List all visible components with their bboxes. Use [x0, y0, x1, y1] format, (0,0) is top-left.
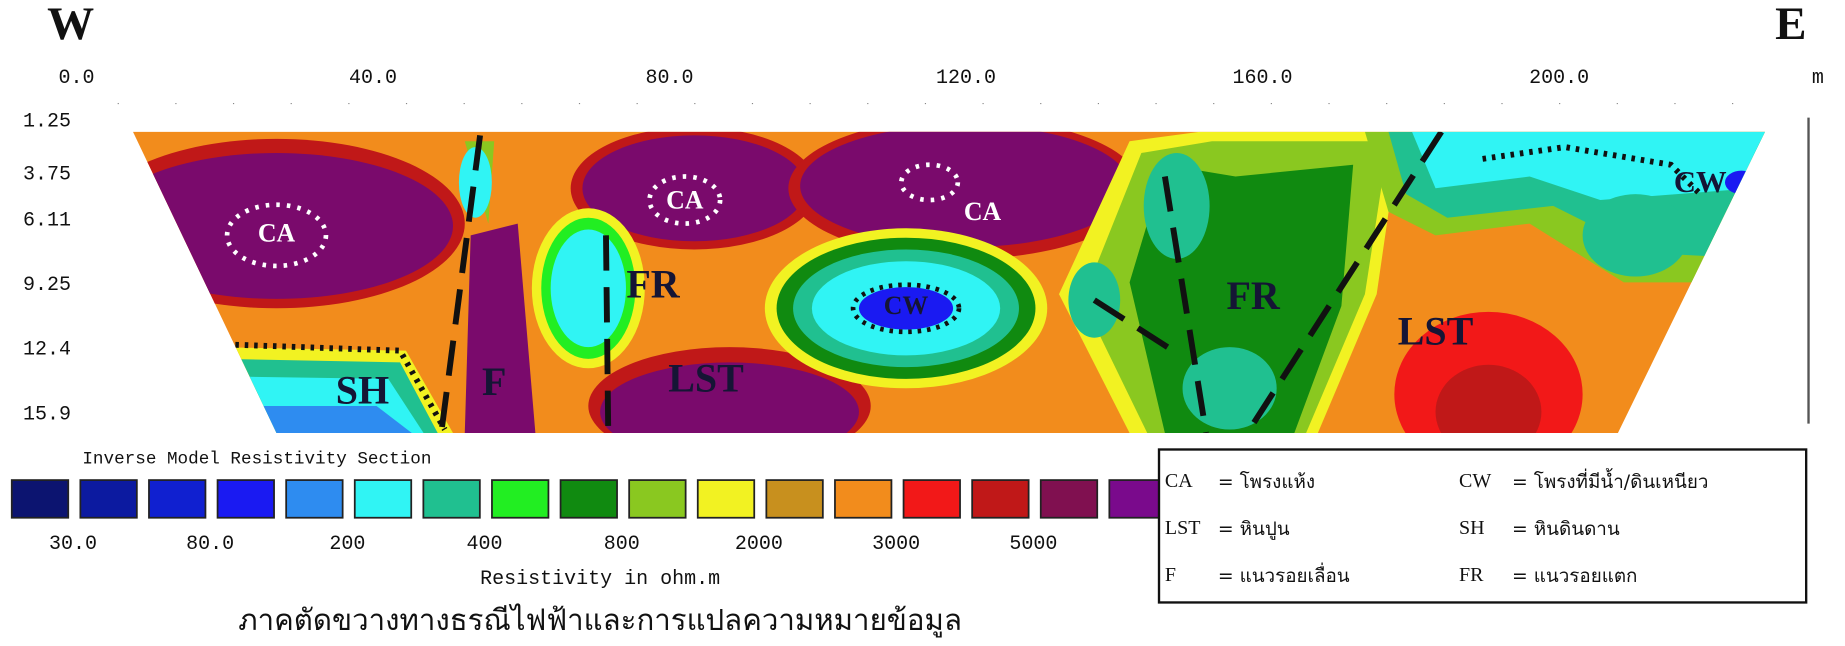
scale-label: 30.0 [49, 533, 97, 556]
scale-label: 2000 [735, 533, 783, 556]
section-label: FR [626, 261, 680, 306]
section-label: CW [884, 291, 929, 320]
legend-key: CA [1165, 470, 1193, 492]
x-tick-label: 160.0 [1233, 67, 1293, 90]
legend-desc: = แนวรอยเลื่อน [1218, 562, 1350, 587]
scale-label: 800 [604, 533, 640, 556]
color-swatch [216, 479, 275, 519]
section-label: LST [1398, 309, 1474, 354]
color-swatch [834, 479, 893, 519]
x-tick-label: 80.0 [646, 67, 694, 90]
color-swatch [1108, 479, 1167, 519]
color-swatch [765, 479, 824, 519]
west-label: W [47, 0, 94, 50]
legend-key: SH [1459, 517, 1485, 539]
color-swatch [971, 479, 1030, 519]
east-label: E [1775, 0, 1806, 50]
section-label: F [482, 359, 506, 404]
depth-tick-label: 3.75 [23, 163, 71, 186]
x-unit: m [1812, 67, 1824, 90]
section-label: CA [964, 197, 1002, 226]
color-swatch [353, 479, 413, 519]
scale-label: 80.0 [186, 533, 234, 556]
legend-desc: = แนวรอยแตก [1512, 566, 1637, 587]
legend-desc: = หินปูน [1218, 519, 1290, 540]
x-tick-label: 120.0 [936, 67, 996, 90]
legend: CA = โพรงแห้ง CW = โพรงที่มีน้ำ/ดินเหนียว LS… [1165, 468, 1709, 587]
color-swatch [10, 479, 70, 519]
scale-label: 5000 [1009, 533, 1057, 556]
legend-desc: = หินดินดาน [1512, 519, 1620, 540]
depth-tick-label: 1.25 [23, 110, 71, 133]
section-label: CA [258, 218, 296, 247]
legend-key: CW [1459, 470, 1491, 492]
color-scale: 30.0 80.0 200 400 800 2000 3000 5000 [10, 479, 1167, 556]
section-label: LST [668, 356, 744, 401]
x-tick-label: 0.0 [58, 67, 94, 90]
scale-label: 400 [467, 533, 503, 556]
depth-tick-label: 12.4 [23, 339, 71, 362]
scale-label: 3000 [872, 533, 920, 556]
scale-unit: Resistivity in ohm.m [480, 568, 720, 591]
scale-title: Inverse Model Resistivity Section [82, 450, 431, 470]
color-swatch [491, 479, 550, 519]
x-tick-label: 200.0 [1529, 67, 1589, 90]
color-swatch [148, 479, 207, 519]
color-swatch [285, 479, 344, 519]
section-label: CW [1674, 165, 1727, 199]
color-swatch [696, 479, 756, 519]
color-swatch [559, 479, 618, 519]
legend-desc: = โพรงแห้ง [1218, 471, 1315, 493]
color-swatch [628, 479, 687, 519]
x-tick-label: 40.0 [349, 67, 397, 90]
legend-box [1157, 448, 1808, 604]
color-swatch [1039, 479, 1099, 519]
color-swatch [79, 479, 138, 519]
x-axis: 0.0 40.0 80.0 120.0 160.0 200.0 [58, 67, 1589, 90]
section-label: CA [666, 185, 704, 214]
resistivity-section [132, 131, 1765, 434]
legend-key: FR [1459, 564, 1484, 586]
depth-axis: 1.25 3.75 6.11 9.25 12.4 15.9 [23, 110, 71, 426]
color-swatch [902, 479, 961, 519]
depth-tick-label: 6.11 [23, 209, 71, 232]
color-swatch [422, 479, 481, 519]
legend-key: F [1165, 564, 1176, 586]
section-label: SH [336, 367, 389, 412]
legend-key: LST [1165, 517, 1201, 539]
scale-label: 200 [329, 533, 365, 556]
section-label: FR [1226, 273, 1280, 318]
depth-tick-label: 9.25 [23, 274, 71, 297]
caption: ภาคตัดขวางทางธรณีไฟฟ้าและการแปลความหมายข… [238, 603, 962, 638]
depth-tick-label: 15.9 [23, 403, 71, 426]
legend-desc: = โพรงที่มีน้ำ/ดินเหนียว [1512, 468, 1708, 493]
